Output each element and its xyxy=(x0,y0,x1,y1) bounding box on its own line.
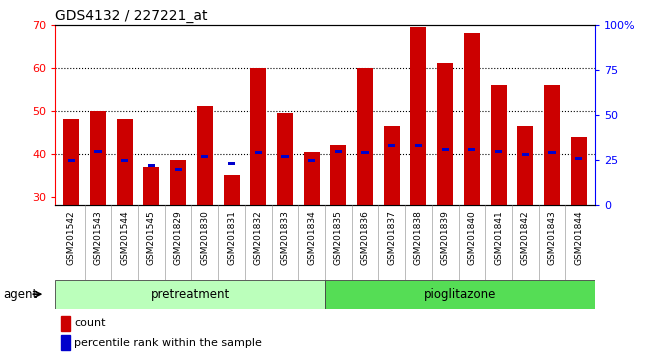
Text: GSM201830: GSM201830 xyxy=(200,211,209,266)
Bar xyxy=(464,33,480,205)
Text: percentile rank within the sample: percentile rank within the sample xyxy=(74,337,262,348)
Bar xyxy=(308,159,315,162)
Bar xyxy=(68,159,75,162)
Bar xyxy=(304,152,320,205)
Text: GSM201835: GSM201835 xyxy=(334,211,343,266)
Text: GSM201843: GSM201843 xyxy=(547,211,556,265)
Bar xyxy=(571,137,587,205)
Bar xyxy=(522,153,529,156)
Bar xyxy=(202,155,209,158)
Text: pretreatment: pretreatment xyxy=(151,288,229,301)
Text: count: count xyxy=(74,318,106,329)
Bar xyxy=(55,280,325,309)
Text: GSM201829: GSM201829 xyxy=(174,211,183,265)
Text: GSM201544: GSM201544 xyxy=(120,211,129,265)
Bar xyxy=(361,152,369,154)
Bar xyxy=(491,85,506,205)
Bar xyxy=(357,68,373,205)
Bar xyxy=(90,111,106,205)
Bar xyxy=(575,157,582,160)
Bar xyxy=(170,160,186,205)
Bar xyxy=(325,280,595,309)
Bar xyxy=(335,150,342,153)
Text: pioglitazone: pioglitazone xyxy=(424,288,496,301)
Bar xyxy=(277,113,293,205)
Text: GDS4132 / 227221_at: GDS4132 / 227221_at xyxy=(55,9,208,23)
Text: GSM201836: GSM201836 xyxy=(361,211,370,266)
Text: GSM201542: GSM201542 xyxy=(67,211,76,265)
Text: GSM201844: GSM201844 xyxy=(574,211,583,265)
Text: GSM201545: GSM201545 xyxy=(147,211,156,265)
Bar xyxy=(384,126,400,205)
Bar xyxy=(148,164,155,167)
Text: GSM201543: GSM201543 xyxy=(94,211,103,265)
Bar xyxy=(60,335,70,350)
Bar xyxy=(468,148,476,151)
Bar xyxy=(410,27,426,205)
Text: agent: agent xyxy=(3,288,37,301)
Bar xyxy=(544,85,560,205)
Bar xyxy=(255,152,262,154)
Bar xyxy=(517,126,533,205)
Bar xyxy=(441,148,448,151)
Text: GSM201831: GSM201831 xyxy=(227,211,236,266)
Bar xyxy=(495,150,502,153)
Text: GSM201840: GSM201840 xyxy=(467,211,476,265)
Bar xyxy=(437,63,453,205)
Text: GSM201841: GSM201841 xyxy=(494,211,503,265)
Text: GSM201833: GSM201833 xyxy=(280,211,289,266)
Bar xyxy=(224,175,240,205)
Bar xyxy=(144,167,159,205)
Bar xyxy=(250,68,266,205)
Text: GSM201838: GSM201838 xyxy=(414,211,423,266)
Bar xyxy=(117,119,133,205)
Bar xyxy=(330,145,346,205)
Bar xyxy=(174,168,182,171)
Bar xyxy=(388,144,395,147)
Bar xyxy=(63,119,79,205)
Bar xyxy=(281,155,289,158)
Text: GSM201842: GSM201842 xyxy=(521,211,530,265)
Text: GSM201837: GSM201837 xyxy=(387,211,396,266)
Bar xyxy=(94,150,101,153)
Bar xyxy=(121,159,128,162)
Bar xyxy=(549,152,556,154)
Text: GSM201839: GSM201839 xyxy=(441,211,450,266)
Text: GSM201832: GSM201832 xyxy=(254,211,263,265)
Bar xyxy=(228,162,235,165)
Text: GSM201834: GSM201834 xyxy=(307,211,316,265)
Bar xyxy=(197,107,213,205)
Bar xyxy=(60,316,70,331)
Bar xyxy=(415,144,422,147)
